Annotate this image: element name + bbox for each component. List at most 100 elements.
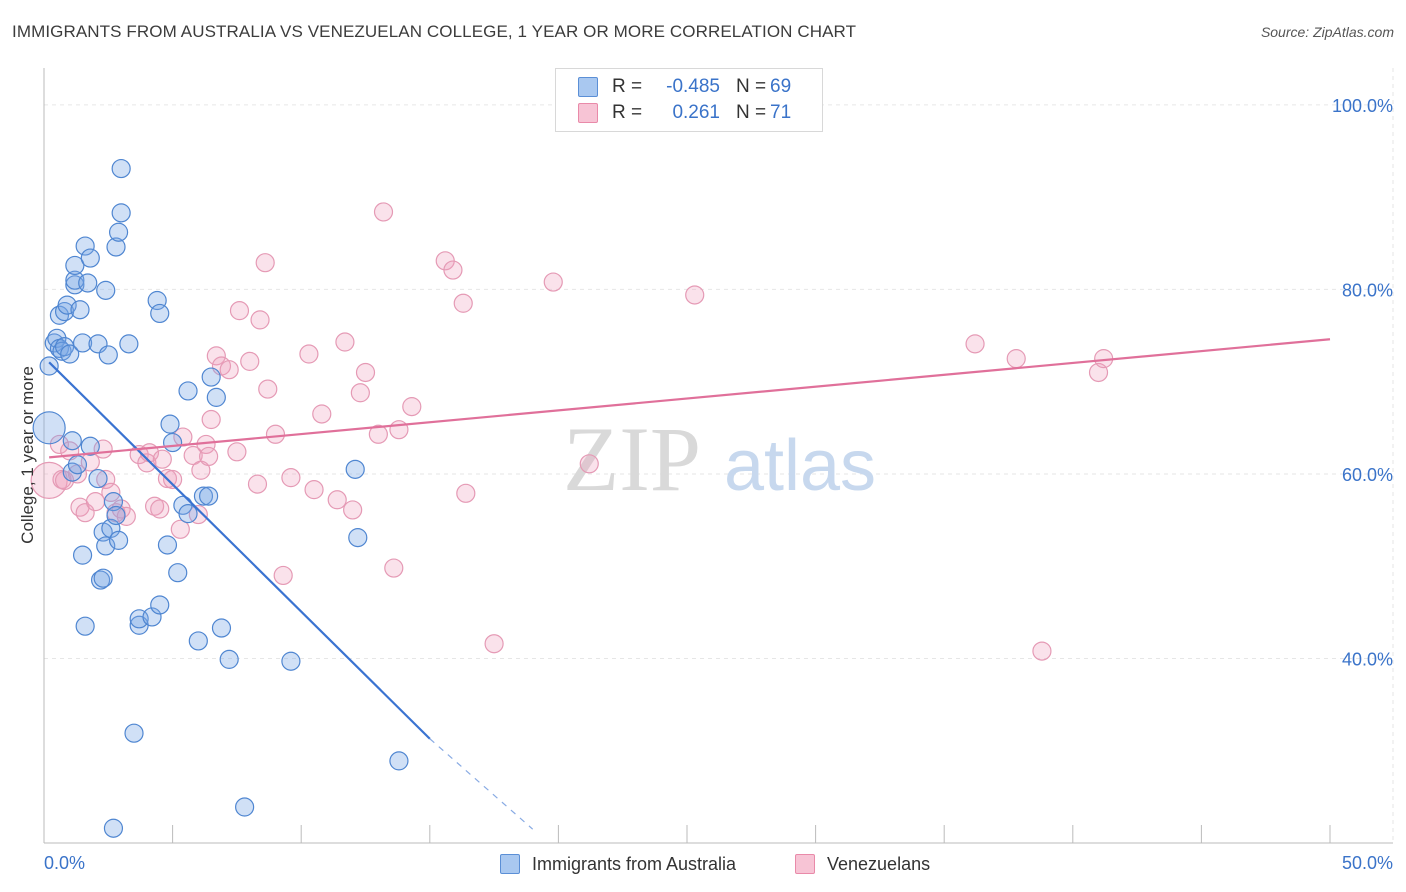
legend-row-australia: R = -0.485 N = 69	[578, 75, 804, 99]
australia-point	[150, 303, 170, 324]
australia-point	[88, 468, 108, 489]
venezuelans-point	[304, 480, 324, 500]
venezuelans-point	[579, 454, 599, 474]
australia-point	[65, 255, 85, 276]
australia-point	[199, 486, 219, 506]
venezuelans-point	[373, 202, 394, 222]
venezuelans-point	[456, 483, 476, 503]
chart-title: IMMIGRANTS FROM AUSTRALIA VS VENEZUELAN …	[12, 22, 857, 41]
australia-point	[206, 387, 226, 407]
y-tick-label: 100.0%	[1332, 96, 1393, 116]
venezuelans-point	[1006, 349, 1026, 369]
australia-point	[80, 436, 100, 456]
venezuelans-point	[327, 490, 347, 510]
australia-point	[348, 528, 368, 548]
legend-r-value-venezuelans: 0.261	[672, 102, 720, 123]
australia-point	[111, 203, 131, 223]
australia-point	[70, 300, 90, 320]
australia-point	[80, 248, 100, 268]
venezuelans-point	[281, 468, 301, 488]
australia-point	[119, 334, 139, 354]
australia-trend-line	[48, 361, 431, 740]
australia-point	[75, 616, 95, 636]
y-axis-label: College, 1 year or more	[18, 366, 37, 544]
stats-legend: R = -0.485 N = 69 R = 0.261 N = 71	[555, 68, 823, 132]
legend-swatch-australia	[578, 77, 598, 97]
venezuelans-point	[453, 293, 473, 313]
trend-lines	[48, 338, 1331, 830]
australia-point	[49, 305, 70, 325]
venezuelans-point	[299, 344, 319, 364]
venezuelans-point	[116, 506, 136, 526]
australia-point	[96, 280, 116, 300]
australia-point	[219, 649, 239, 669]
australia-point	[345, 459, 365, 479]
series-name-australia: Immigrants from Australia	[532, 853, 737, 874]
legend-r-label: R =	[612, 102, 643, 123]
australia-points	[32, 158, 409, 838]
venezuelans-point	[543, 272, 563, 292]
australia-point	[75, 236, 95, 256]
legend-n-value-australia: 69	[770, 76, 792, 97]
australia-point	[93, 568, 113, 588]
venezuelans-point	[355, 362, 376, 383]
y-tick-label: 60.0%	[1342, 465, 1393, 485]
venezuelans-point	[49, 434, 70, 455]
australia-point	[389, 751, 409, 771]
y-tick-label: 40.0%	[1342, 649, 1393, 669]
australia-point	[163, 432, 183, 453]
australia-point	[211, 618, 232, 638]
venezuelans-point	[484, 634, 504, 654]
venezuelans-point	[201, 409, 221, 430]
venezuelans-point	[350, 383, 370, 403]
australia-point	[72, 545, 93, 565]
venezuelans-point	[1032, 641, 1052, 661]
australia-point	[157, 535, 178, 555]
legend-n-label: N =	[736, 76, 767, 97]
venezuelans-point	[219, 360, 239, 380]
venezuelans-point	[250, 310, 270, 330]
australia-point	[67, 455, 88, 475]
australia-point	[108, 530, 129, 550]
australia-point	[72, 333, 93, 353]
x-tick-label-min: 0.0%	[44, 853, 85, 873]
australia-point	[106, 505, 126, 526]
australia-point	[160, 414, 180, 434]
venezuelans-point	[335, 332, 355, 352]
australia-point	[111, 158, 131, 179]
venezuelans-point	[685, 285, 705, 305]
venezuelans-point	[240, 351, 260, 371]
venezuelans-point	[384, 558, 404, 578]
series-legend-australia: Immigrants from Australia	[500, 852, 736, 876]
x-tick-label-max: 50.0%	[1342, 853, 1393, 873]
australia-point	[98, 345, 118, 365]
venezuelans-point	[199, 446, 219, 467]
venezuelans-point	[312, 404, 332, 424]
australia-point	[106, 237, 126, 257]
gridlines	[44, 68, 1394, 843]
venezuelans-point	[402, 397, 422, 417]
australia-point	[142, 607, 162, 627]
series-swatch-australia	[500, 854, 520, 874]
venezuelans-trend-line	[49, 338, 1331, 459]
australia-point	[193, 486, 214, 506]
venezuelans-point	[273, 565, 293, 586]
australia-point	[235, 797, 255, 817]
venezuelans-point	[389, 420, 409, 440]
axes	[43, 68, 1393, 844]
australia-point	[178, 381, 198, 401]
watermark: ZIP atlas	[563, 408, 876, 510]
australia-point	[57, 295, 77, 315]
australia-point	[62, 431, 82, 451]
legend-swatch-venezuelans	[578, 103, 598, 123]
x-tick-labels: 0.0% 50.0%	[44, 853, 1393, 873]
venezuelans-point	[206, 346, 226, 366]
australia-point	[78, 273, 98, 293]
venezuelans-point	[965, 334, 985, 354]
series-swatch-venezuelans	[795, 854, 815, 874]
australia-point	[168, 563, 188, 583]
venezuelans-point	[163, 469, 183, 490]
venezuelans-point	[229, 301, 250, 321]
venezuelans-point	[443, 260, 463, 280]
